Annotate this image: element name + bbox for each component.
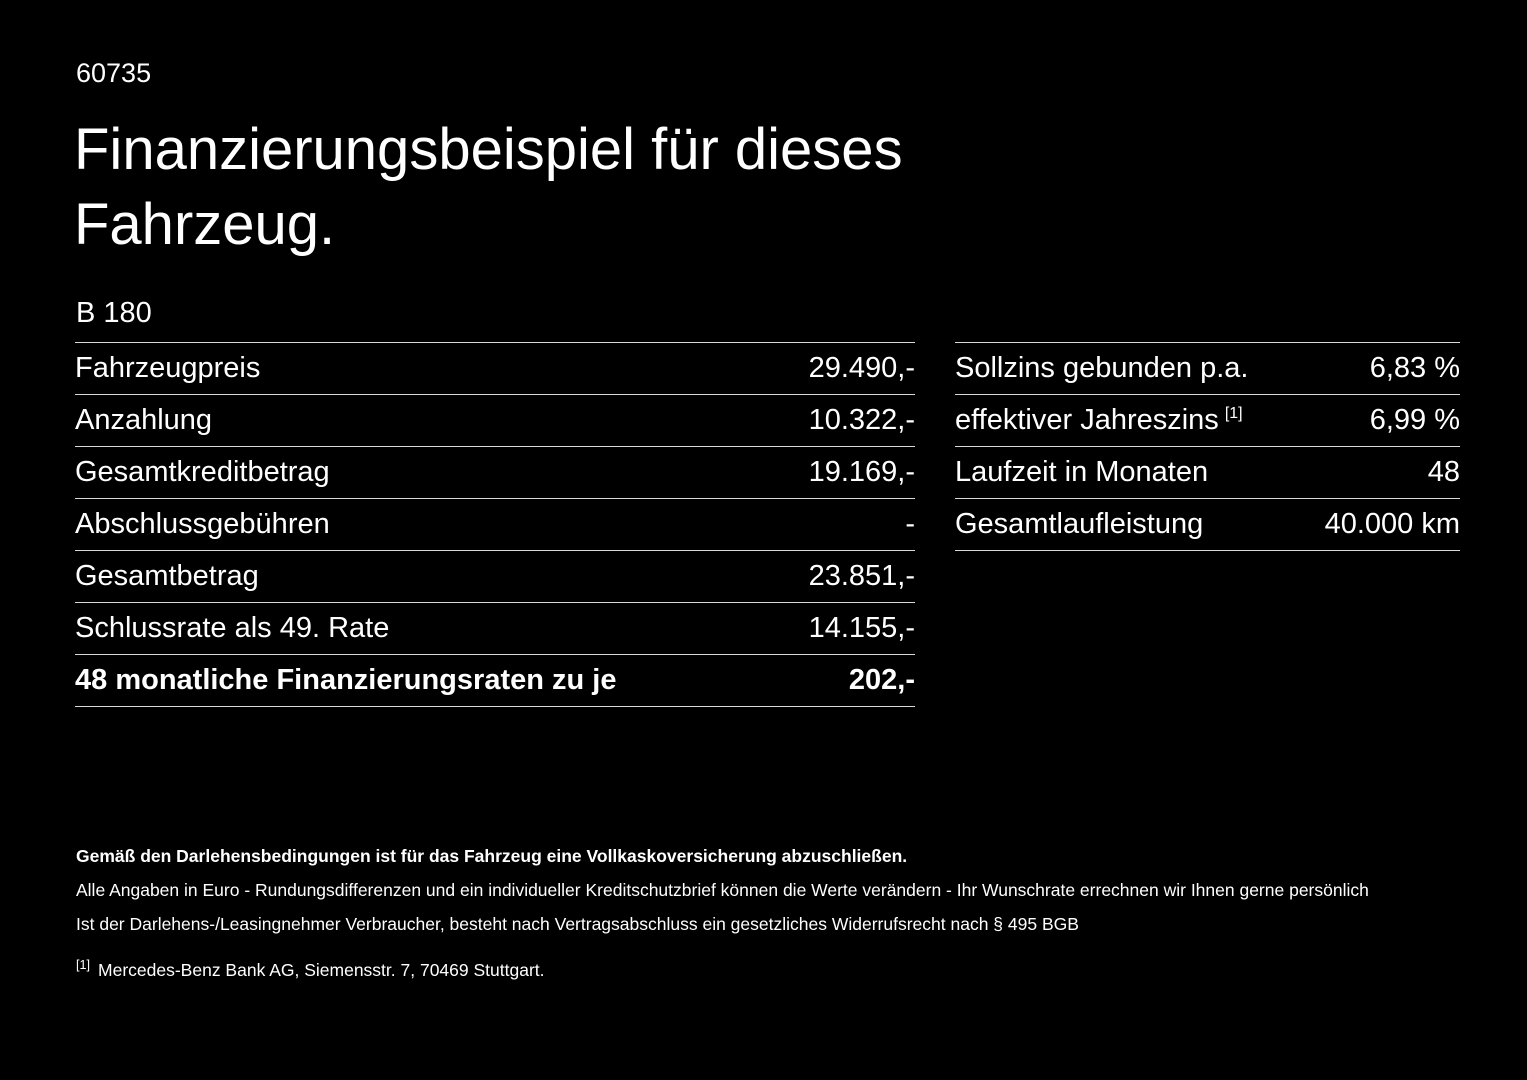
row-value: 48 bbox=[1427, 456, 1460, 488]
row-value: 19.169,- bbox=[808, 456, 915, 488]
row-value: 23.851,- bbox=[808, 560, 915, 592]
table-row: Gesamtbetrag 23.851,- bbox=[75, 550, 915, 602]
footer-note-euro: Alle Angaben in Euro - Rundungsdifferenz… bbox=[76, 880, 1369, 900]
table-row: Schlussrate als 49. Rate 14.155,- bbox=[75, 602, 915, 654]
row-label: 48 monatliche Finanzierungsraten zu je bbox=[75, 664, 617, 696]
row-value: 40.000 km bbox=[1324, 508, 1460, 540]
row-value: - bbox=[905, 508, 915, 540]
table-row: Sollzins gebunden p.a. 6,83 % bbox=[955, 342, 1460, 394]
finance-table-right: Sollzins gebunden p.a. 6,83 % effektiver… bbox=[955, 342, 1460, 707]
table-row: Gesamtkreditbetrag 19.169,- bbox=[75, 446, 915, 498]
footnote-text: Mercedes-Benz Bank AG, Siemensstr. 7, 70… bbox=[98, 959, 545, 980]
row-value: 10.322,- bbox=[808, 404, 915, 436]
row-value: 6,99 % bbox=[1369, 404, 1460, 436]
page-title: Finanzierungsbeispiel für dieses Fahrzeu… bbox=[74, 117, 903, 258]
row-value: 6,83 % bbox=[1369, 352, 1460, 384]
row-value: 29.490,- bbox=[808, 352, 915, 384]
footnote-bank: [1] Mercedes-Benz Bank AG, Siemensstr. 7,… bbox=[76, 958, 1466, 981]
table-row: effektiver Jahreszins [1] 6,99 % bbox=[955, 394, 1460, 446]
row-label: Gesamtkreditbetrag bbox=[75, 456, 330, 488]
footnote-marker: [1] bbox=[76, 957, 91, 972]
footer-notes: Gemäß den Darlehensbedingungen ist für d… bbox=[76, 846, 1466, 998]
table-row: Abschlussgebühren - bbox=[75, 498, 915, 550]
row-label: Schlussrate als 49. Rate bbox=[75, 612, 390, 644]
row-label: Laufzeit in Monaten bbox=[955, 456, 1209, 488]
row-value: 202,- bbox=[848, 664, 915, 696]
table-row: Fahrzeugpreis 29.490,- bbox=[75, 342, 915, 394]
table-row: Gesamtlaufleistung 40.000 km bbox=[955, 498, 1460, 551]
footer-note-widerruf: Ist der Darlehens-/Leasingnehmer Verbrau… bbox=[76, 913, 1079, 934]
footer-note-insurance: Gemäß den Darlehensbedingungen ist für d… bbox=[76, 846, 908, 866]
table-row-monthly-rate: 48 monatliche Finanzierungsraten zu je 2… bbox=[75, 654, 915, 707]
table-row: Laufzeit in Monaten 48 bbox=[955, 446, 1460, 498]
row-label: Gesamtbetrag bbox=[75, 560, 259, 592]
row-label: Gesamtlaufleistung bbox=[955, 508, 1204, 540]
model-name: B 180 bbox=[76, 297, 152, 329]
row-label: Sollzins gebunden p.a. bbox=[955, 352, 1249, 384]
ref-number: 60735 bbox=[76, 58, 152, 88]
row-value: 14.155,- bbox=[808, 612, 915, 644]
row-label: Fahrzeugpreis bbox=[75, 352, 261, 384]
finance-tables: Fahrzeugpreis 29.490,- Anzahlung 10.322,… bbox=[75, 342, 1460, 707]
row-label: effektiver Jahreszins [1] bbox=[955, 404, 1243, 436]
footnote-ref: [1] bbox=[1224, 405, 1243, 423]
table-row: Anzahlung 10.322,- bbox=[75, 394, 915, 446]
row-label: Abschlussgebühren bbox=[75, 508, 330, 540]
row-label: Anzahlung bbox=[75, 404, 213, 436]
finance-table-left: Fahrzeugpreis 29.490,- Anzahlung 10.322,… bbox=[75, 342, 915, 707]
